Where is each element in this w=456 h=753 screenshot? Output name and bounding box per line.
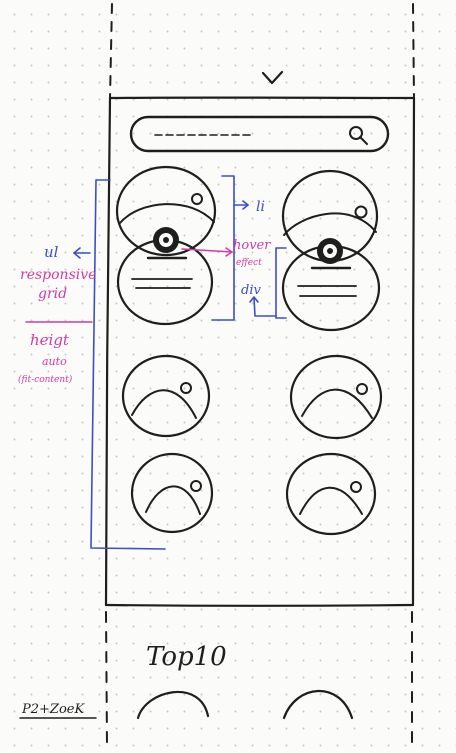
div-label: div (241, 283, 261, 298)
disc-icon (317, 238, 343, 264)
hover-label: hover (233, 238, 271, 253)
top10-item[interactable] (282, 689, 354, 720)
ul-label: ul (44, 243, 59, 261)
list-item[interactable] (121, 354, 211, 438)
responsive-label: responsive (20, 267, 96, 283)
page-outline (105, 3, 415, 746)
fit-content-label: (fit-content) (18, 374, 73, 385)
li-bracket (211, 175, 249, 321)
top10-item[interactable] (136, 690, 210, 720)
list-item[interactable] (115, 165, 217, 326)
list-item[interactable] (289, 354, 383, 440)
grid-label: grid (38, 286, 67, 302)
list-item[interactable] (281, 169, 381, 332)
search-icon[interactable] (349, 126, 368, 145)
list-item[interactable] (285, 452, 377, 536)
auto-label: auto (42, 355, 67, 368)
li-label: li (256, 199, 265, 215)
side-label: P2+ZoeK (19, 702, 97, 719)
phone-frame (104, 96, 416, 607)
hover-arrow (181, 247, 234, 257)
chevron-down-icon[interactable] (261, 70, 284, 85)
div-bracket (249, 247, 287, 319)
svg-text:P2+ZoeK: P2+ZoeK (21, 702, 85, 717)
ul-bracket (73, 179, 166, 550)
height-label: heigt (30, 331, 70, 349)
search-bar[interactable] (129, 115, 390, 153)
effect-label: effect (236, 258, 262, 268)
disc-icon (153, 227, 179, 253)
list-item[interactable] (130, 452, 214, 534)
section-title: Top10 (146, 642, 227, 672)
card-grid (115, 165, 383, 536)
